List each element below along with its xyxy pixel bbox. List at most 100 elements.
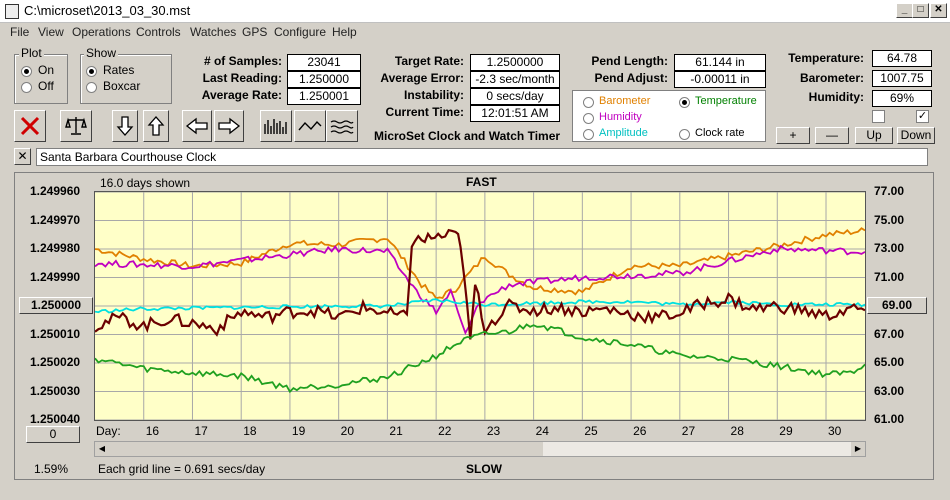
plus-button[interactable]: + bbox=[776, 127, 810, 144]
menu-view[interactable]: View bbox=[38, 25, 64, 39]
line-view-button[interactable] bbox=[294, 110, 326, 142]
app-icon bbox=[5, 4, 19, 19]
x-tick-label: 23 bbox=[486, 424, 501, 438]
left-tick-label: 1.249980 bbox=[30, 241, 81, 255]
x-axis-title: Day: bbox=[96, 424, 121, 438]
checkbox-2[interactable]: ✓ bbox=[916, 110, 929, 123]
menu-gps[interactable]: GPS bbox=[242, 25, 268, 39]
right-tick-label: 65.00 bbox=[874, 355, 905, 369]
scroll-right-button[interactable]: ▶ bbox=[851, 442, 865, 456]
waves-view-button[interactable] bbox=[326, 110, 358, 142]
close-button[interactable]: ✕ bbox=[930, 3, 947, 18]
show-rates-radio[interactable] bbox=[86, 66, 97, 77]
show-group bbox=[80, 54, 172, 104]
left-tick-label: 1.250030 bbox=[30, 383, 81, 398]
barometer-value: 1007.75 bbox=[872, 70, 932, 87]
samples-label: # of Samples: bbox=[203, 54, 282, 68]
humidity-radio[interactable] bbox=[583, 113, 594, 124]
plot-area bbox=[94, 191, 866, 421]
show-boxcar-label[interactable]: Boxcar bbox=[103, 79, 141, 93]
clock-name-field[interactable]: Santa Barbara Courthouse Clock bbox=[36, 148, 928, 166]
menu-operations[interactable]: Operations bbox=[72, 25, 131, 39]
average-error-value: -2.3 sec/month bbox=[470, 71, 560, 88]
grid-note: Each grid line = 0.691 secs/day bbox=[98, 462, 266, 476]
plot-off-label[interactable]: Off bbox=[38, 79, 54, 93]
up-button[interactable]: Up bbox=[855, 127, 893, 144]
left-value-button[interactable]: 0 bbox=[26, 426, 80, 443]
menu-help[interactable]: Help bbox=[332, 25, 357, 39]
plot-on-label[interactable]: On bbox=[38, 63, 55, 77]
menu-bar: File View Operations Controls Watches GP… bbox=[0, 22, 950, 42]
x-tick-label: 20 bbox=[340, 424, 355, 438]
menu-watches[interactable]: Watches bbox=[190, 25, 237, 39]
show-boxcar-radio[interactable] bbox=[86, 82, 97, 93]
arrow-down-icon bbox=[116, 116, 134, 136]
up-arrow-button[interactable] bbox=[143, 110, 169, 142]
clear-button[interactable] bbox=[14, 110, 46, 142]
target-rate-label: Target Rate: bbox=[394, 54, 464, 68]
temperature-option[interactable]: Temperature bbox=[695, 95, 757, 107]
menu-configure[interactable]: Configure bbox=[274, 25, 327, 39]
down-button[interactable]: Down bbox=[897, 127, 935, 144]
minus-button[interactable]: — bbox=[815, 127, 849, 144]
center-rate-button[interactable]: 1.250000 bbox=[19, 297, 93, 314]
instability-label: Instability: bbox=[403, 88, 464, 102]
right-arrow-button[interactable] bbox=[214, 110, 244, 142]
x-tick-label: 25 bbox=[584, 424, 598, 438]
scroll-left-button[interactable]: ◀ bbox=[95, 442, 109, 456]
left-arrow-button[interactable] bbox=[182, 110, 212, 142]
current-time-label: Current Time: bbox=[385, 105, 464, 119]
show-rates-label[interactable]: Rates bbox=[103, 63, 135, 77]
arrow-left-icon bbox=[185, 117, 208, 135]
minimize-button[interactable]: _ bbox=[896, 3, 913, 18]
checkbox-1[interactable] bbox=[872, 110, 885, 123]
humidity-label: Humidity: bbox=[808, 90, 864, 104]
waves-icon bbox=[330, 120, 354, 134]
humidity-option[interactable]: Humidity bbox=[599, 111, 642, 123]
right-tick-label: 63.00 bbox=[874, 383, 905, 398]
plot-on-radio[interactable] bbox=[21, 66, 32, 77]
clock-rate-radio[interactable] bbox=[679, 129, 690, 140]
right-tick-label: 75.00 bbox=[874, 212, 905, 227]
plot-off-radio[interactable] bbox=[21, 82, 32, 93]
down-arrow-button[interactable] bbox=[112, 110, 138, 142]
x-tick-label: 19 bbox=[291, 424, 306, 438]
clock-close-button[interactable]: ✕ bbox=[14, 148, 31, 165]
bars-view-button[interactable] bbox=[260, 110, 292, 142]
humidity-value: 69% bbox=[872, 90, 932, 107]
barometer-option[interactable]: Barometer bbox=[599, 95, 651, 107]
menu-file[interactable]: File bbox=[10, 25, 30, 39]
x-tick-label: 17 bbox=[194, 424, 208, 438]
pend-adjust-label: Pend Adjust: bbox=[594, 71, 668, 85]
percent-label: 1.59% bbox=[34, 462, 69, 476]
x-tick-label: 29 bbox=[779, 424, 793, 438]
left-tick-label: 1.249970 bbox=[30, 212, 81, 227]
temperature-radio[interactable] bbox=[679, 97, 690, 108]
bars-icon bbox=[264, 119, 287, 134]
series-line-3 bbox=[95, 228, 865, 340]
amplitude-option[interactable]: Amplitude bbox=[599, 127, 648, 139]
amplitude-radio[interactable] bbox=[583, 129, 594, 140]
x-tick-label: 22 bbox=[438, 424, 452, 438]
clock-rate-option[interactable]: Clock rate bbox=[695, 127, 745, 139]
menu-controls[interactable]: Controls bbox=[136, 25, 181, 39]
balance-scale-icon bbox=[65, 117, 87, 135]
slow-label: SLOW bbox=[466, 462, 502, 476]
right-tick-label: 61.00 bbox=[874, 412, 905, 426]
average-error-label: Average Error: bbox=[380, 71, 464, 85]
x-tick-label: 28 bbox=[730, 424, 744, 438]
fast-label: FAST bbox=[466, 175, 497, 189]
horizontal-scrollbar[interactable]: ◀ ▶ bbox=[94, 441, 866, 457]
average-rate-value: 1.250001 bbox=[287, 88, 361, 105]
right-tick-label: 77.00 bbox=[874, 184, 905, 198]
barometer-label: Barometer: bbox=[799, 71, 864, 85]
window-title: C:\microset\2013_03_30.mst bbox=[24, 3, 191, 18]
maximize-button[interactable]: □ bbox=[912, 3, 929, 18]
center-temp-button[interactable]: 69.00 bbox=[867, 297, 927, 314]
barometer-radio[interactable] bbox=[583, 97, 594, 108]
balance-button[interactable] bbox=[60, 110, 92, 142]
left-tick-label: 1.249960 bbox=[30, 184, 81, 198]
scroll-thumb[interactable] bbox=[109, 442, 543, 456]
instability-value: 0 secs/day bbox=[470, 88, 560, 105]
